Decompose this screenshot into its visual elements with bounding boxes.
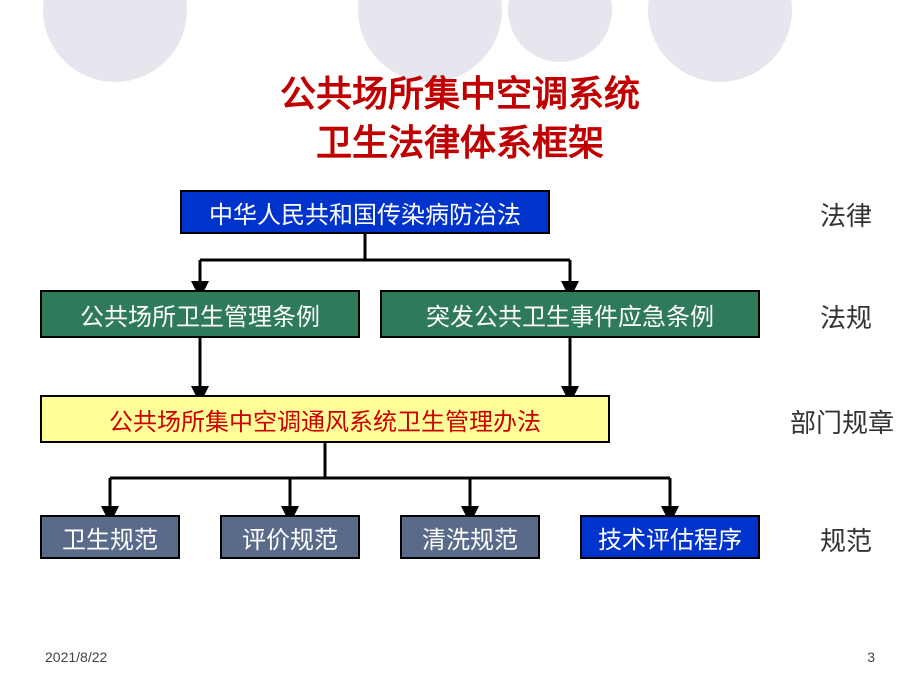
title-line-2: 卫生法律体系框架 — [316, 122, 604, 163]
norm-2-text: 评价规范 — [242, 520, 338, 555]
norm-box-2: 评价规范 — [220, 515, 360, 559]
regulation-left-text: 公共场所卫生管理条例 — [80, 297, 320, 332]
title-line-1: 公共场所集中空调系统 — [280, 73, 640, 114]
bg-circle-3 — [508, 0, 612, 62]
norm-3-text: 清洗规范 — [422, 520, 518, 555]
footer-page-number: 3 — [867, 649, 875, 665]
footer-date: 2021/8/22 — [45, 649, 107, 665]
regulation-box-right: 突发公共卫生事件应急条例 — [380, 290, 760, 338]
slide-title: 公共场所集中空调系统 卫生法律体系框架 — [0, 70, 920, 167]
row-label-norms: 规范 — [820, 521, 872, 558]
law-box: 中华人民共和国传染病防治法 — [180, 190, 550, 234]
norm-box-4: 技术评估程序 — [580, 515, 760, 559]
row-label-department: 部门规章 — [790, 403, 894, 440]
law-box-text: 中华人民共和国传染病防治法 — [209, 195, 521, 230]
regulation-box-left: 公共场所卫生管理条例 — [40, 290, 360, 338]
norm-4-text: 技术评估程序 — [598, 520, 742, 555]
norm-box-3: 清洗规范 — [400, 515, 540, 559]
department-rule-box: 公共场所集中空调通风系统卫生管理办法 — [40, 395, 610, 443]
norm-1-text: 卫生规范 — [62, 520, 158, 555]
row-label-regulations: 法规 — [820, 298, 872, 335]
department-rule-text: 公共场所集中空调通风系统卫生管理办法 — [109, 402, 541, 437]
norm-box-1: 卫生规范 — [40, 515, 180, 559]
row-label-law: 法律 — [820, 196, 872, 233]
regulation-right-text: 突发公共卫生事件应急条例 — [426, 297, 714, 332]
